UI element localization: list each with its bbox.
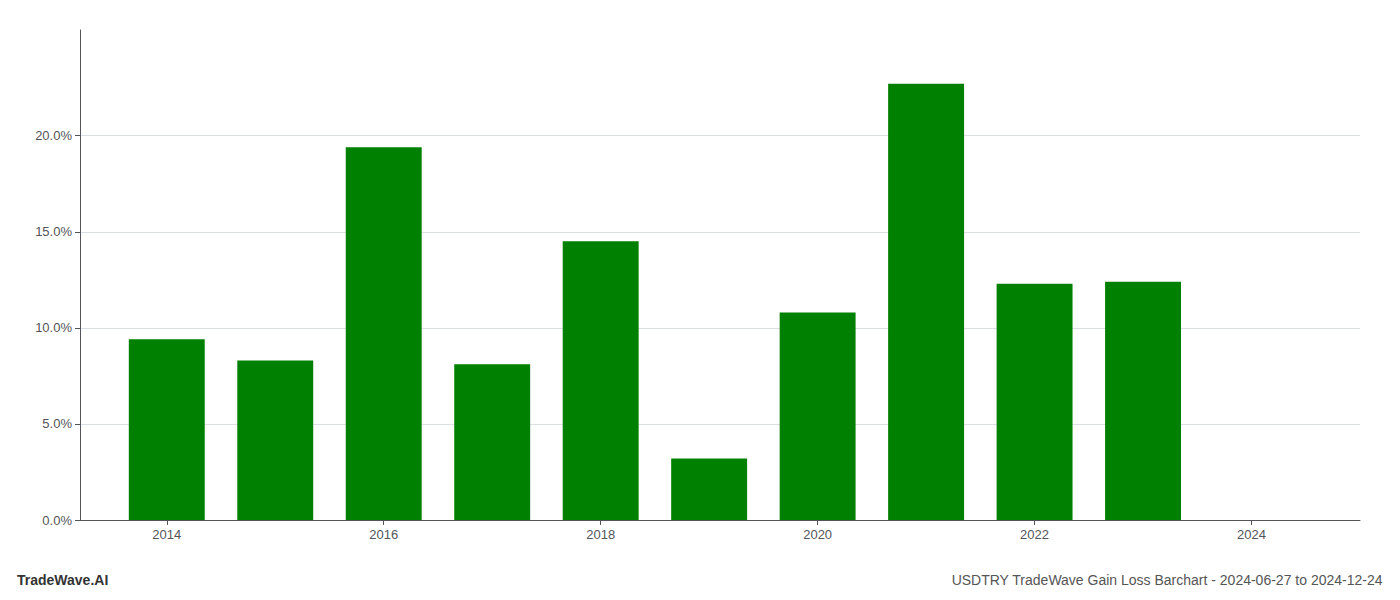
svg-text:2020: 2020 [803, 527, 832, 542]
svg-text:5.0%: 5.0% [42, 416, 72, 431]
svg-text:20.0%: 20.0% [35, 128, 72, 143]
svg-text:2022: 2022 [1020, 527, 1049, 542]
svg-text:TradeWave.AI: TradeWave.AI [17, 572, 108, 588]
svg-text:2014: 2014 [152, 527, 181, 542]
svg-text:15.0%: 15.0% [35, 224, 72, 239]
svg-text:10.0%: 10.0% [35, 320, 72, 335]
svg-text:0.0%: 0.0% [42, 513, 72, 528]
svg-text:2016: 2016 [369, 527, 398, 542]
svg-text:USDTRY TradeWave Gain Loss Bar: USDTRY TradeWave Gain Loss Barchart - 20… [952, 572, 1383, 588]
svg-text:2024: 2024 [1237, 527, 1266, 542]
svg-text:2018: 2018 [586, 527, 615, 542]
